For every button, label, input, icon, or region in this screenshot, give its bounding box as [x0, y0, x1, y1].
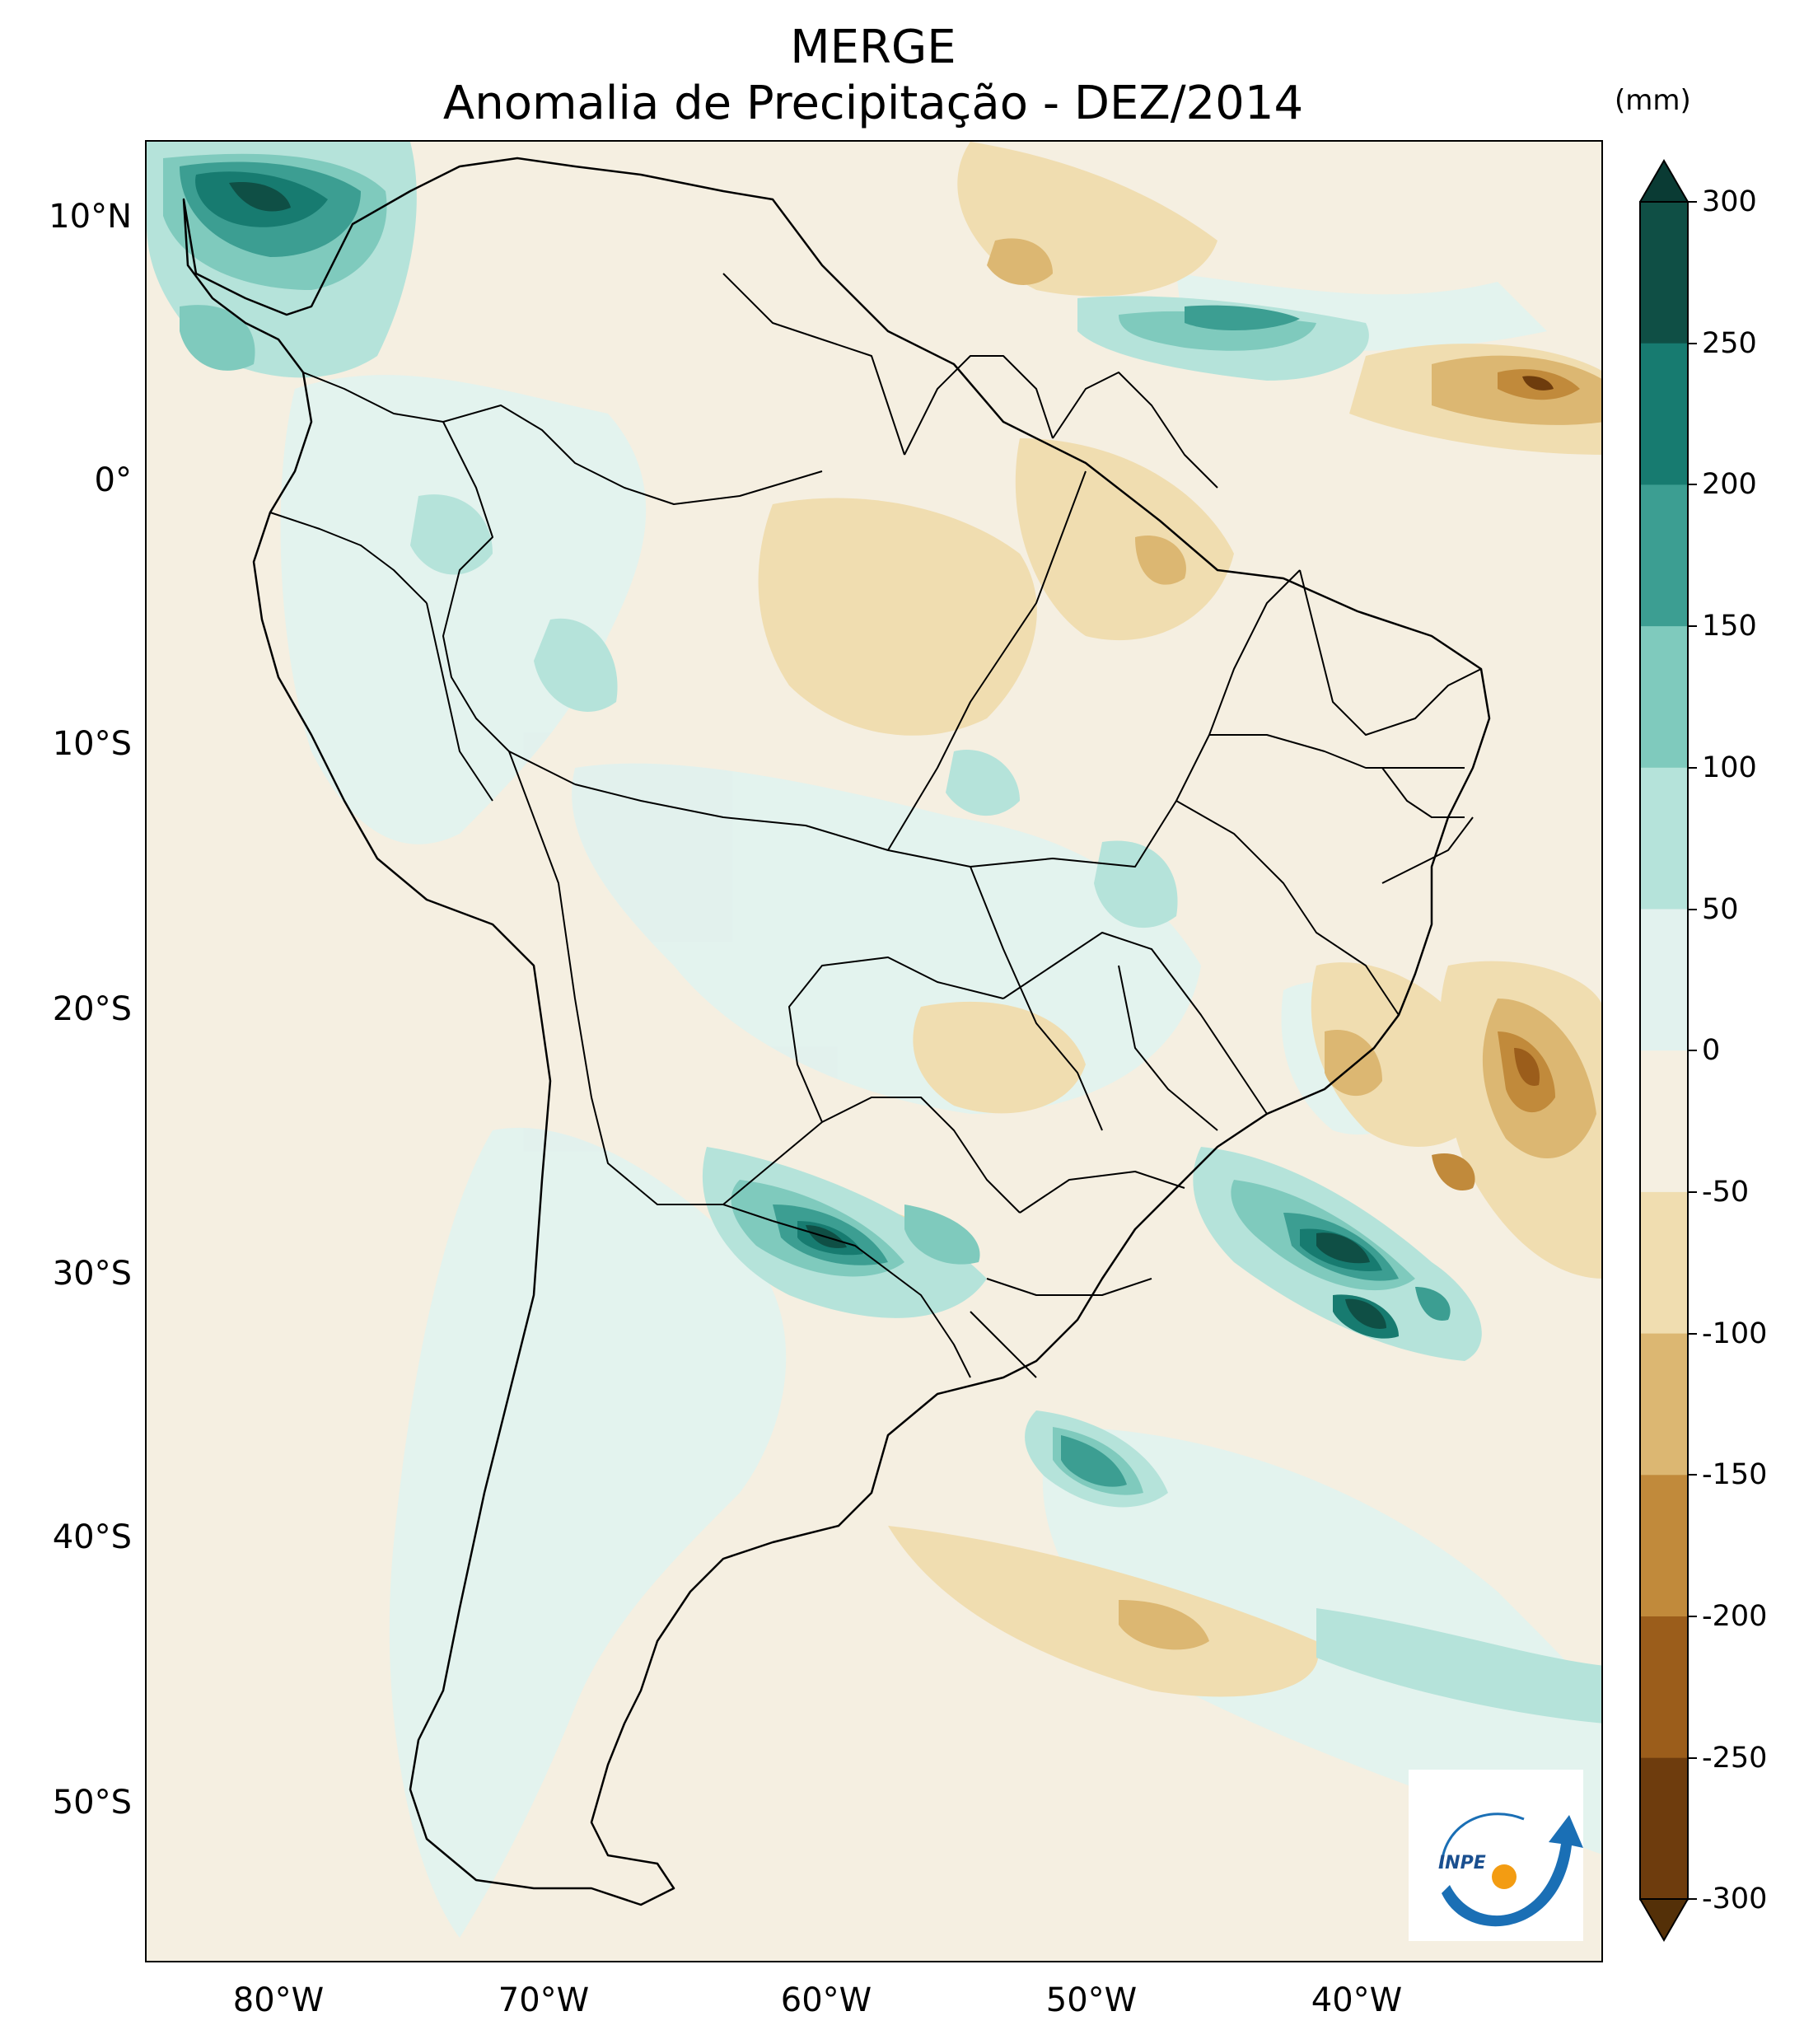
precipitation-anomaly-map	[145, 140, 1603, 1962]
inpe-logo-text: INPE	[1438, 1853, 1486, 1873]
colorbar-bin	[1640, 1616, 1688, 1759]
colorbar-bin	[1640, 1333, 1688, 1476]
lat-label-50s: 50°S	[52, 1784, 132, 1822]
colorbar-tick-label: -100	[1702, 1317, 1768, 1350]
lat-label-10n: 10°N	[49, 198, 132, 236]
colorbar-bins	[1639, 201, 1689, 1901]
colorbar-tick-mark	[1689, 1190, 1697, 1193]
colorbar-tick-mark	[1689, 201, 1697, 203]
colorbar-tick-mark	[1689, 1616, 1697, 1617]
lat-label-30s: 30°S	[52, 1255, 132, 1293]
colorbar-unit: (mm)	[1615, 84, 1691, 117]
map-title: MERGE	[790, 21, 956, 74]
colorbar-bin	[1640, 909, 1688, 1051]
colorbar-tick-mark	[1689, 484, 1697, 486]
colorbar-tick-label: -50	[1702, 1175, 1750, 1209]
colorbar-tick-mark	[1689, 1050, 1697, 1052]
colorbar-bin	[1640, 626, 1688, 769]
lon-label-40w: 40°W	[1311, 1981, 1403, 2019]
colorbar	[1639, 159, 1689, 1942]
anomaly-positive-extreme	[195, 171, 1399, 1339]
colorbar-tick-mark	[1689, 625, 1697, 628]
lat-label-20s: 20°S	[52, 990, 132, 1028]
colorbar-tick-mark	[1689, 1332, 1697, 1335]
lon-label-60w: 60°W	[780, 1981, 872, 2019]
colorbar-bin	[1640, 1050, 1688, 1193]
colorbar-tick-mark	[1689, 342, 1697, 344]
colorbar-tick-mark	[1689, 766, 1697, 769]
colorbar-bin	[1640, 202, 1688, 344]
lon-label-70w: 70°W	[498, 1981, 590, 2019]
map-subtitle: Anomalia de Precipitação - DEZ/2014	[442, 77, 1304, 130]
lon-label-80w: 80°W	[232, 1981, 325, 2019]
colorbar-tick-label: 100	[1702, 751, 1757, 784]
colorbar-tick-label: -300	[1702, 1883, 1768, 1916]
colorbar-tick-label: 300	[1702, 185, 1757, 218]
map-canvas	[147, 142, 1601, 1961]
colorbar-bin	[1640, 767, 1688, 910]
colorbar-bin	[1640, 484, 1688, 627]
colorbar-bin	[1640, 1191, 1688, 1335]
colorbar-tick-mark	[1689, 1756, 1697, 1759]
inpe-logo-icon: INPE	[1438, 1812, 1583, 1927]
colorbar-tick-label: -200	[1702, 1600, 1768, 1633]
colorbar-tick-label: 200	[1702, 468, 1757, 502]
colorbar-tick-label: 50	[1702, 892, 1739, 926]
colorbar-bin	[1640, 1757, 1688, 1900]
colorbar-bin	[1640, 343, 1688, 485]
lat-label-10s: 10°S	[52, 725, 132, 763]
colorbar-tick-label: 250	[1702, 326, 1757, 360]
colorbar-tick-mark	[1689, 1474, 1697, 1476]
colorbar-tick-mark	[1689, 908, 1697, 910]
colorbar-tick-label: 0	[1702, 1034, 1721, 1068]
colorbar-tick-label: -150	[1702, 1458, 1768, 1492]
lat-label-0: 0°	[94, 461, 132, 499]
inpe-logo: INPE	[1409, 1770, 1583, 1941]
colorbar-extend-top	[1639, 159, 1689, 203]
colorbar-tick-label: 150	[1702, 610, 1757, 643]
country-borders	[269, 273, 1482, 1378]
lon-label-50w: 50°W	[1045, 1981, 1138, 2019]
south-america-coastline	[182, 157, 1491, 1906]
colorbar-extend-bottom	[1639, 1898, 1689, 1942]
lat-label-40s: 40°S	[52, 1518, 132, 1556]
colorbar-bin	[1640, 1475, 1688, 1617]
colorbar-tick-mark	[1689, 1898, 1697, 1901]
anomaly-negative-dark	[1432, 369, 1580, 1191]
colorbar-tick-label: -250	[1702, 1741, 1768, 1775]
